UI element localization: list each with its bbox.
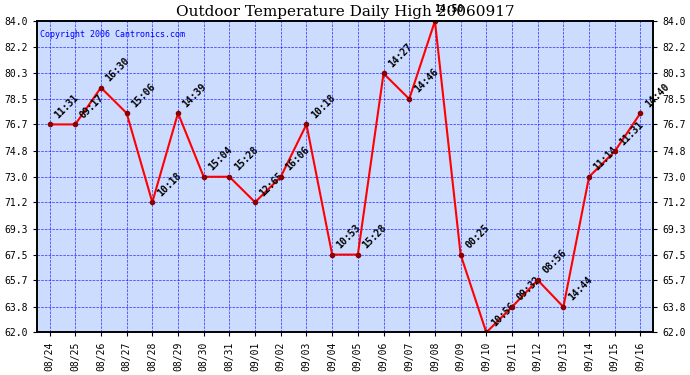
Text: 11:14: 11:14 [592,145,620,172]
Text: 16:06: 16:06 [284,145,311,172]
Text: 15:28: 15:28 [232,145,260,172]
Text: Copyright 2006 Cantronics.com: Copyright 2006 Cantronics.com [40,30,185,39]
Text: 14:44: 14:44 [566,275,594,303]
Text: 16:30: 16:30 [104,56,132,84]
Text: 09:17: 09:17 [78,92,106,120]
Text: 14:50: 14:50 [434,4,464,14]
Text: 00:25: 00:25 [464,223,491,251]
Text: 12:65: 12:65 [258,170,286,198]
Title: Outdoor Temperature Daily High 20060917: Outdoor Temperature Daily High 20060917 [176,4,514,18]
Text: 10:18: 10:18 [155,170,183,198]
Text: 14:46: 14:46 [412,67,440,95]
Text: 10:53: 10:53 [335,223,363,251]
Text: 11:31: 11:31 [52,92,80,120]
Text: 08:56: 08:56 [540,248,569,276]
Text: 15:06: 15:06 [130,81,157,109]
Text: 15:28: 15:28 [361,223,388,251]
Text: 09:32: 09:32 [515,275,542,303]
Text: 15:04: 15:04 [206,145,235,172]
Text: 14:27: 14:27 [386,42,414,69]
Text: 14:40: 14:40 [643,81,671,109]
Text: 10:18: 10:18 [309,92,337,120]
Text: 10:56: 10:56 [489,300,517,328]
Text: 11:31: 11:31 [618,119,645,147]
Text: 14:39: 14:39 [181,81,208,109]
